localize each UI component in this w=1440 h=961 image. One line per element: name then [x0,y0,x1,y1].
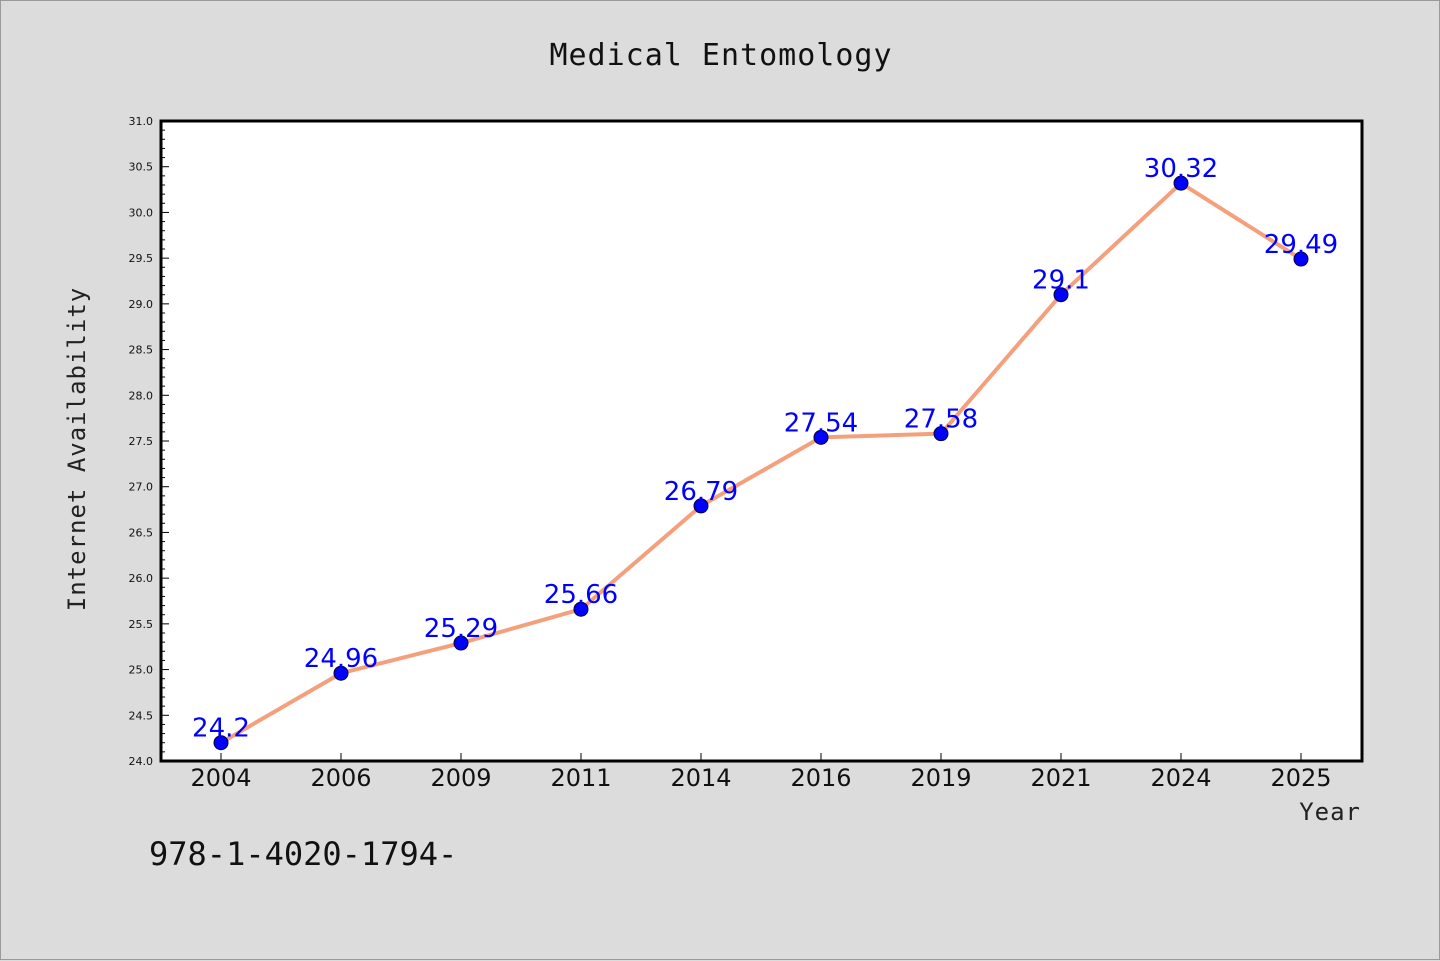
y-tick-label: 30.0 [129,206,154,219]
series-line [219,181,1303,745]
y-tick-label: 27.0 [129,481,154,494]
data-label: 25.29 [424,614,498,644]
x-tick-label: 2014 [670,764,731,792]
plot-area [159,119,1364,763]
y-tick-label: 31.0 [129,115,154,128]
y-tick-label: 26.0 [129,572,154,585]
data-label: 29.49 [1264,230,1338,260]
y-tick-label: 24.5 [129,709,154,722]
y-axis-label: Internet Availability [63,287,91,611]
x-tick-label: 2025 [1270,764,1331,792]
chart-title: Medical Entomology [549,38,892,73]
x-tick-label: 2006 [310,764,371,792]
x-tick-label: 2024 [1150,764,1211,792]
data-point [573,601,589,617]
data-label: 29.1 [1032,266,1090,296]
x-tick-label: 2009 [430,764,491,792]
y-axis-ticks: 24.0 24.5 25.0 25.5 26.0 26.5 27.0 27.5 28.0 28.5… [129,115,169,768]
x-tick-label: 2021 [1030,764,1091,792]
x-axis-ticks: 2004 2006 2009 2011 2014 2016 2019 2021 2024 2025 [190,753,1332,792]
y-tick-label: 25.0 [129,664,154,677]
data-point [1173,175,1189,191]
data-point [333,665,349,681]
x-axis-label: Year [1299,798,1361,826]
y-tick-label: 28.5 [129,344,154,357]
data-label: 26.79 [664,477,738,507]
data-point [813,429,829,445]
data-point [453,635,469,651]
y-tick-label: 28.0 [129,389,154,402]
data-point [693,498,709,514]
y-tick-label: 27.5 [129,435,154,448]
data-label: 25.66 [544,580,618,610]
data-point [1053,287,1069,303]
x-tick-label: 2019 [910,764,971,792]
footer-isbn-text: 978-1-4020-1794- [149,835,457,873]
y-tick-label: 30.5 [129,161,154,174]
y-tick-label: 25.5 [129,618,154,631]
x-tick-label: 2016 [790,764,851,792]
data-label: 27.54 [784,408,858,438]
data-point [1293,251,1309,267]
y-tick-label: 29.5 [129,252,154,265]
data-point [933,426,949,442]
y-tick-label: 26.5 [129,526,154,539]
x-tick-label: 2011 [550,764,611,792]
series-layer: 24.2 24.96 25.29 25.66 26.79 27.54 27.58 29.1 30… [192,154,1338,751]
data-label: 24.2 [192,714,250,744]
y-tick-label: 24.0 [129,755,154,768]
data-point [213,735,229,751]
data-label: 24.96 [304,644,378,674]
y-tick-label: 29.0 [129,298,154,311]
x-tick-label: 2004 [190,764,251,792]
data-label: 30.32 [1144,154,1218,184]
data-label: 27.58 [904,405,978,435]
